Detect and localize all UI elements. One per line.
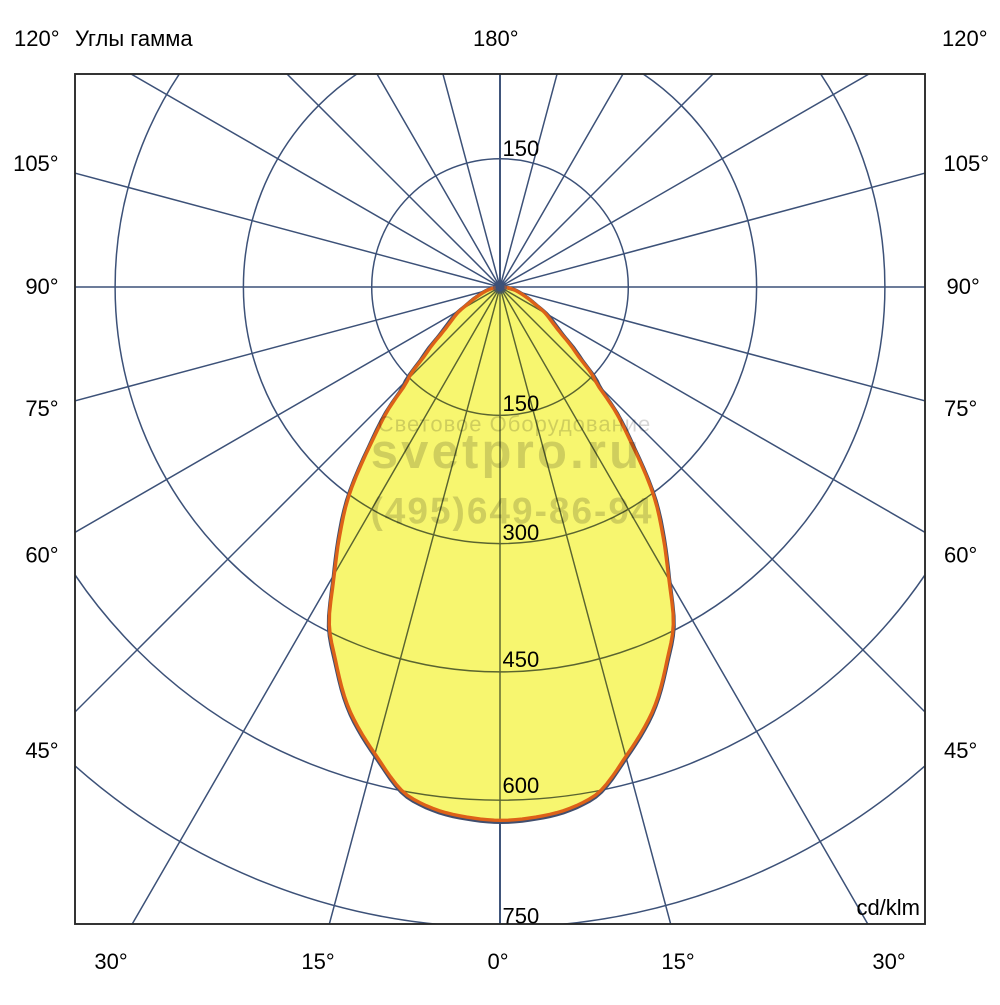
svg-text:750: 750 [503, 904, 540, 929]
svg-text:60°: 60° [944, 543, 977, 568]
svg-text:45°: 45° [25, 738, 58, 763]
svg-text:120°: 120° [942, 26, 988, 51]
svg-text:600: 600 [503, 773, 540, 798]
svg-text:cd/klm: cd/klm [856, 895, 920, 920]
svg-text:300: 300 [503, 520, 540, 545]
svg-text:45°: 45° [944, 738, 977, 763]
svg-text:(495)649-86-94: (495)649-86-94 [370, 491, 653, 532]
svg-text:0°: 0° [487, 949, 508, 974]
svg-text:105°: 105° [944, 151, 990, 176]
svg-text:75°: 75° [25, 396, 58, 421]
svg-text:60°: 60° [25, 543, 58, 568]
svg-text:150: 150 [503, 136, 540, 161]
svg-text:svetpro.ru: svetpro.ru [371, 425, 643, 479]
svg-text:Световое Оборудование: Световое Оборудование [378, 412, 652, 437]
svg-text:15°: 15° [301, 949, 334, 974]
svg-text:120°: 120° [14, 26, 60, 51]
svg-text:90°: 90° [25, 274, 58, 299]
svg-text:15°: 15° [661, 949, 694, 974]
svg-text:90°: 90° [947, 274, 980, 299]
svg-text:30°: 30° [94, 949, 127, 974]
svg-text:30°: 30° [872, 949, 905, 974]
svg-text:180°: 180° [473, 26, 519, 51]
svg-text:450: 450 [503, 647, 540, 672]
svg-text:105°: 105° [13, 151, 59, 176]
svg-text:75°: 75° [944, 396, 977, 421]
svg-text:150: 150 [503, 391, 540, 416]
svg-text:Углы гамма: Углы гамма [75, 26, 193, 51]
